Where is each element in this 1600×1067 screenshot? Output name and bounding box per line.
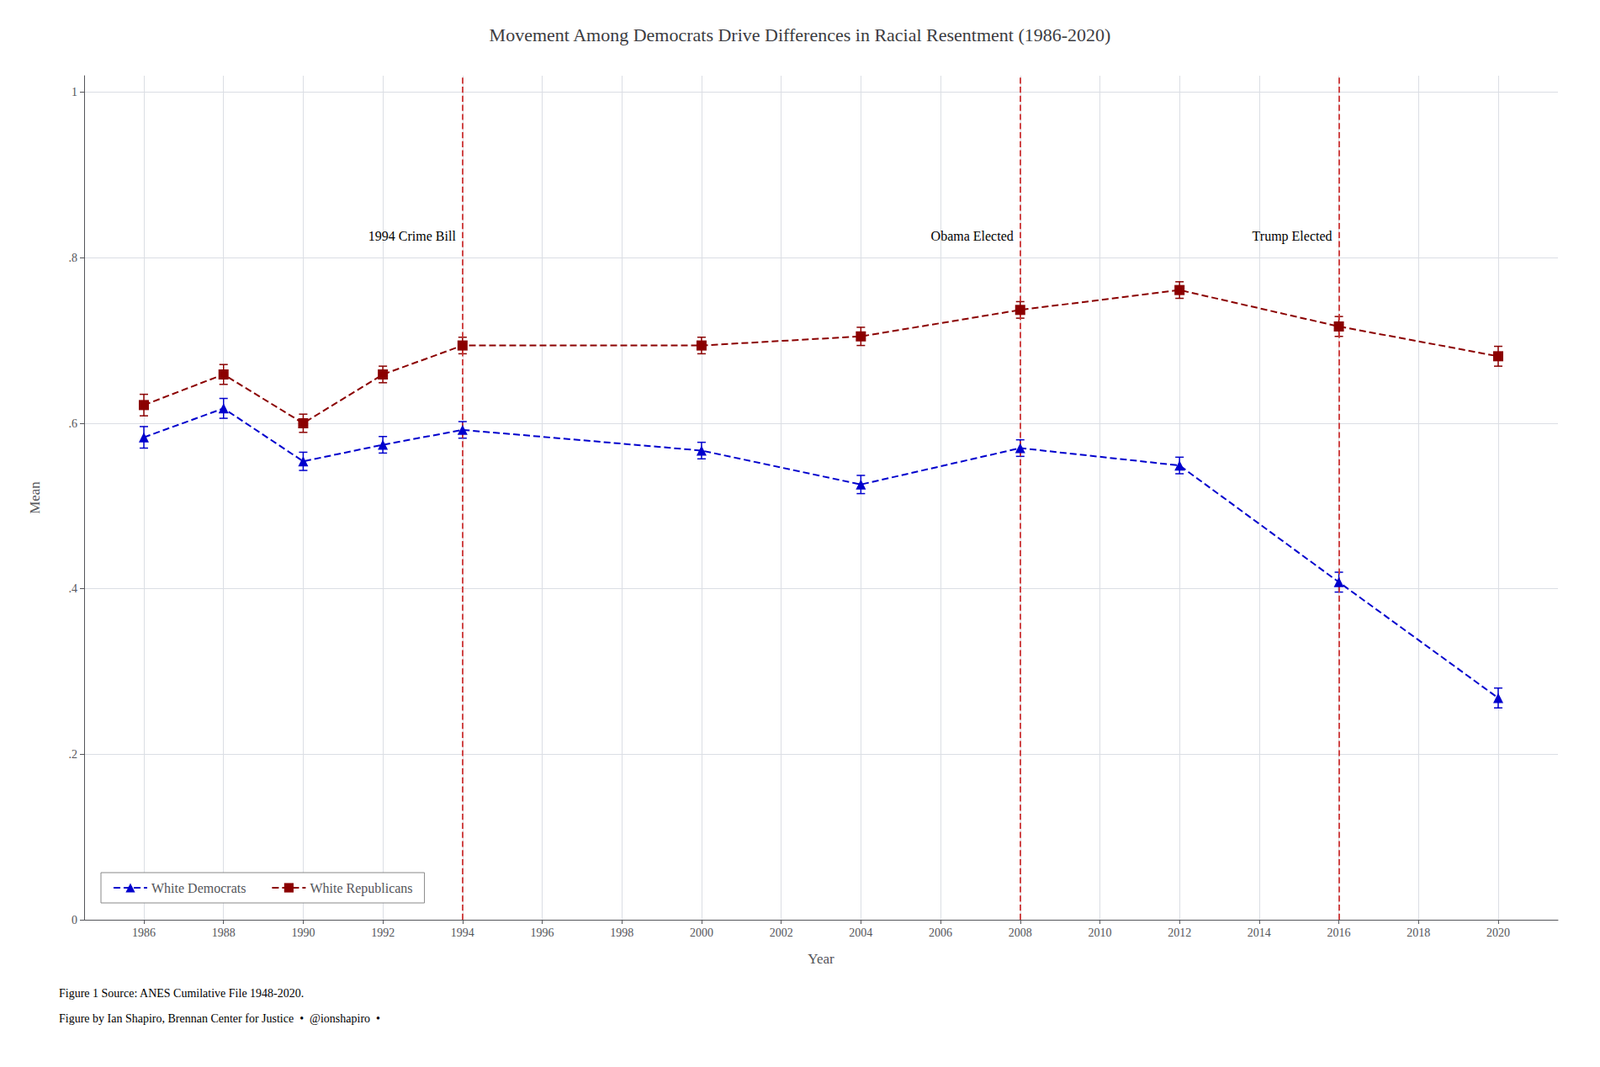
svg-text:Figure by Ian Shapiro, Brennan: Figure by Ian Shapiro, Brennan Center fo… [58,1011,381,1025]
svg-text:Movement Among Democrats Drive: Movement Among Democrats Drive Differenc… [489,24,1112,46]
svg-text:2018: 2018 [1406,926,1431,939]
svg-text:2002: 2002 [769,926,794,939]
svg-text:1986: 1986 [132,926,156,939]
svg-text:Obama Elected: Obama Elected [931,228,1014,244]
svg-text:1996: 1996 [530,926,555,939]
svg-text:1994 Crime Bill: 1994 Crime Bill [368,228,457,244]
svg-text:Figure 1 Source: ANES Cumilati: Figure 1 Source: ANES Cumilative File 19… [58,986,304,1000]
svg-text:2006: 2006 [928,926,953,939]
svg-text:.8: .8 [68,251,79,265]
svg-text:2012: 2012 [1167,926,1192,939]
svg-text:2004: 2004 [848,926,873,939]
svg-text:1990: 1990 [291,926,315,939]
svg-text:Trump Elected: Trump Elected [1252,228,1333,244]
svg-text:1994: 1994 [450,926,475,939]
svg-text:.4: .4 [68,582,79,595]
svg-text:White Republicans: White Republicans [309,880,413,896]
svg-text:Mean: Mean [26,481,43,514]
svg-text:Year: Year [807,950,835,967]
svg-text:1: 1 [71,85,78,99]
svg-text:0: 0 [71,913,78,927]
svg-text:2014: 2014 [1247,926,1272,939]
svg-text:2008: 2008 [1008,926,1033,939]
svg-text:2000: 2000 [689,926,714,939]
svg-text:.2: .2 [68,747,79,761]
svg-text:White Democrats: White Democrats [151,880,246,896]
svg-text:1992: 1992 [370,926,395,939]
svg-text:1988: 1988 [211,926,236,939]
svg-text:.6: .6 [68,417,79,430]
svg-text:2016: 2016 [1327,926,1351,939]
svg-text:1998: 1998 [609,926,634,939]
svg-text:2020: 2020 [1486,926,1510,939]
svg-text:2010: 2010 [1087,926,1112,939]
